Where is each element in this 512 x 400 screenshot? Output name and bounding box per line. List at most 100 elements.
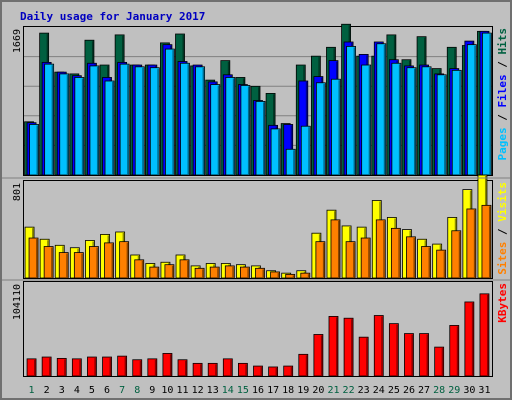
day-label-18: 18 [282,385,294,396]
scale-label-visits-sites: 801 [12,183,23,201]
bar-kbytes-day-30 [464,301,475,377]
day-label-5: 5 [89,385,95,396]
bar-sites-day-17 [270,271,280,279]
bar-kbytes-day-17 [268,366,278,377]
bar-shade-pages-day-18 [293,150,295,175]
bar-sites-day-27 [421,246,431,279]
bar-shade-sites-day-19 [307,274,310,278]
bar-sites-day-18 [285,273,296,279]
bar-kbytes-day-24 [373,315,384,377]
bar-pages-day-4 [74,77,85,176]
bar-shade-pages-day-3 [66,74,69,175]
bar-sites-day-29 [451,230,462,279]
day-label-22: 22 [343,385,355,396]
bar-sites-day-8 [134,259,145,279]
bar-shade-pages-day-25 [398,64,401,175]
bar-shade-sites-day-12 [202,269,204,278]
bar-shade-pages-day-19 [308,127,310,175]
bar-sites-day-10 [164,264,175,279]
bar-shade-kbytes-day-5 [94,358,96,376]
bar-kbytes-day-19 [298,353,309,377]
bar-shade-kbytes-day-21 [335,317,338,376]
bar-shade-kbytes-day-29 [456,326,459,376]
bar-shade-sites-day-14 [232,266,234,278]
bar-shade-pages-day-14 [232,78,235,175]
bar-pages-day-3 [59,73,70,176]
bar-sites-day-5 [89,246,99,279]
bar-shade-kbytes-day-13 [215,364,217,376]
bar-shade-pages-day-22 [353,47,356,175]
bar-shade-pages-day-15 [247,86,250,175]
bar-kbytes-day-23 [358,336,369,377]
bar-kbytes-day-25 [388,323,399,377]
legend-kbytes-part-0: KBytes [496,283,509,323]
bar-shade-kbytes-day-4 [79,359,81,376]
bar-sites-day-11 [179,259,190,279]
day-label-15: 15 [237,385,249,396]
bar-shade-pages-day-21 [338,80,340,175]
bar-pages-day-9 [149,67,160,176]
bar-sites-day-22 [345,241,356,279]
bar-shade-sites-day-2 [51,247,53,278]
bar-pages-day-12 [195,66,206,176]
bar-shade-sites-day-11 [187,260,189,278]
day-label-9: 9 [149,385,155,396]
bar-shade-kbytes-day-19 [305,355,308,376]
day-label-31: 31 [478,385,490,396]
bar-shade-sites-day-3 [66,253,68,278]
bar-shade-sites-day-24 [383,220,385,278]
bar-kbytes-day-11 [177,359,188,377]
day-label-27: 27 [418,385,430,396]
bar-sites-day-28 [436,249,447,279]
bar-kbytes-day-3 [56,357,67,377]
bar-sites-day-21 [330,219,341,279]
day-label-24: 24 [373,385,385,396]
bar-shade-kbytes-day-27 [426,334,429,376]
bar-kbytes-day-1 [26,358,37,377]
bar-shade-sites-day-25 [398,229,400,278]
bar-shade-pages-day-24 [383,44,386,175]
day-label-1: 1 [29,385,35,396]
bar-kbytes-day-27 [419,333,429,377]
bar-shade-pages-day-12 [202,67,205,175]
bar-shade-kbytes-day-15 [245,364,247,376]
bar-shade-sites-day-10 [171,265,174,278]
bar-shade-kbytes-day-28 [441,348,444,376]
bar-shade-sites-day-4 [81,253,83,278]
bar-kbytes-day-14 [222,358,233,377]
bar-pages-day-16 [255,100,266,176]
bar-shade-pages-day-7 [127,65,129,175]
bar-shade-pages-day-5 [96,66,99,175]
bar-sites-day-4 [73,252,84,279]
bar-kbytes-day-20 [313,334,324,377]
bar-shade-sites-day-29 [458,231,461,278]
bar-shade-kbytes-day-12 [200,364,202,376]
bar-kbytes-day-18 [283,365,294,377]
day-label-19: 19 [297,385,309,396]
bar-sites-day-19 [300,272,311,279]
bar-shade-pages-day-13 [217,85,220,175]
bar-shade-pages-day-2 [51,65,54,175]
day-label-8: 8 [134,385,140,396]
bar-shade-kbytes-day-17 [275,367,278,376]
bar-kbytes-day-9 [147,358,158,377]
bar-pages-day-11 [180,62,190,176]
bar-shade-kbytes-day-2 [49,358,51,376]
bar-sites-day-20 [315,241,326,279]
bar-kbytes-day-12 [192,362,203,377]
day-label-7: 7 [119,385,125,396]
day-label-30: 30 [463,385,475,396]
bar-shade-sites-day-30 [473,209,476,278]
legend-hits-files-pages-part-1: / [496,108,509,128]
day-label-4: 4 [74,385,80,396]
bar-pages-day-18 [285,148,296,176]
bar-pages-day-8 [134,66,145,176]
bar-shade-kbytes-day-25 [396,324,398,376]
legend-visits-sites-part-0: Sites [496,242,509,275]
bar-shade-sites-day-28 [443,251,446,278]
bar-shade-pages-day-4 [81,78,84,175]
day-label-11: 11 [176,385,188,396]
bar-sites-day-13 [209,266,220,279]
legend-visits-sites-part-2: Visits [496,182,509,222]
